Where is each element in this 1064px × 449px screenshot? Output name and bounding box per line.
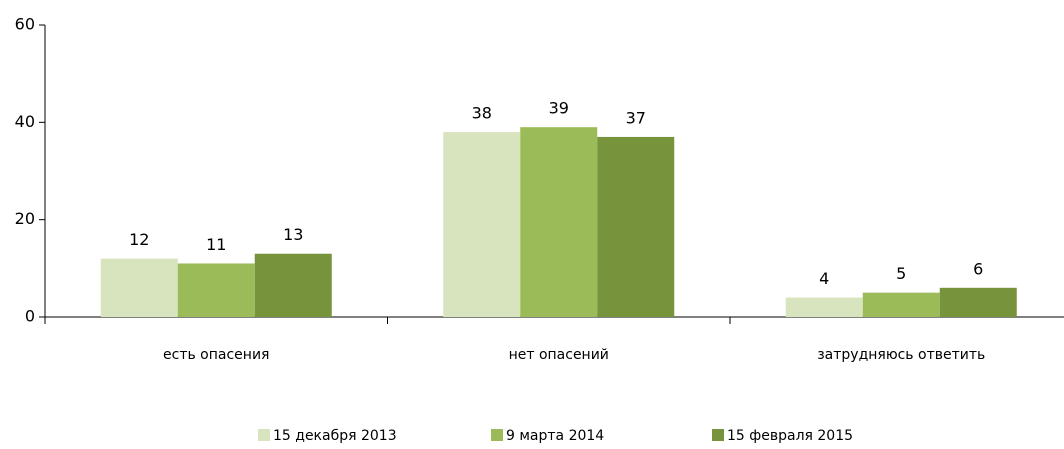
legend-label: 15 февраля 2015: [727, 428, 853, 444]
data-label: 13: [283, 225, 303, 244]
bar: [177, 263, 255, 317]
bar: [100, 258, 178, 317]
legend-label: 9 марта 2014: [506, 428, 604, 444]
bar: [862, 292, 940, 317]
y-tick-label: 20: [15, 209, 35, 228]
data-label: 11: [206, 235, 226, 254]
legend-swatch: [491, 429, 503, 441]
legend-swatch: [258, 429, 270, 441]
data-label: 12: [129, 230, 149, 249]
data-label: 5: [896, 264, 906, 283]
data-label: 4: [819, 269, 829, 288]
y-tick-label: 60: [15, 15, 35, 34]
x-tick-label: есть опасения: [163, 347, 269, 363]
y-tick-label: 0: [25, 307, 35, 326]
y-tick-label: 40: [15, 112, 35, 131]
bar: [939, 287, 1017, 317]
bar: [520, 127, 598, 317]
x-tick-label: нет опасений: [509, 347, 609, 363]
data-label: 6: [973, 259, 983, 278]
legend-swatch: [712, 429, 724, 441]
bar: [443, 132, 521, 317]
bar: [597, 136, 675, 317]
data-label: 38: [472, 104, 492, 123]
data-label: 39: [549, 99, 569, 118]
data-label: 37: [626, 108, 646, 127]
bar: [254, 253, 332, 317]
bar: [785, 297, 863, 317]
legend-label: 15 декабря 2013: [273, 428, 397, 444]
x-tick-label: затрудняюсь ответить: [817, 347, 985, 363]
